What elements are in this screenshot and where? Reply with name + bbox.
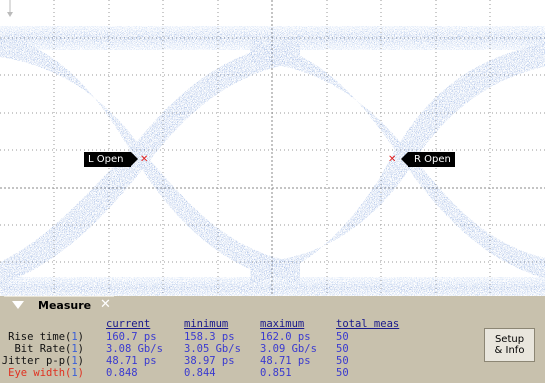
column-header-maximum: maximum: [260, 318, 305, 330]
left-open-marker[interactable]: L Open: [84, 152, 140, 167]
measure-tab[interactable]: Measure ✕: [4, 296, 114, 313]
column-header-total-meas: total meas: [336, 318, 400, 330]
rise-time-current: 160.7 ps: [106, 331, 157, 343]
jitter-pp-total: 50: [336, 355, 349, 367]
setup-info-button[interactable]: Setup & Info: [484, 328, 535, 362]
measurement-label-rise-time[interactable]: Rise time(1): [8, 331, 84, 343]
rise-time-total: 50: [336, 331, 349, 343]
right-open-marker[interactable]: R Open: [401, 152, 455, 167]
column-header-minimum: minimum: [184, 318, 229, 330]
eye-width-current: 0.848: [106, 367, 138, 379]
measurement-label-eye-width[interactable]: Eye width(1): [8, 367, 84, 379]
eye-traces: [0, 26, 545, 299]
eye-width-total: 50: [336, 367, 349, 379]
measure-panel: Measure ✕ current minimum maximum total …: [0, 296, 545, 383]
measure-title: Measure: [38, 299, 92, 312]
bit-rate-total: 50: [336, 343, 349, 355]
eye-diagram-canvas: [0, 0, 545, 303]
collapse-triangle-icon[interactable]: [12, 301, 24, 309]
left-crossing-point-icon: ✕: [140, 154, 149, 165]
eye-width-maximum: 0.851: [260, 367, 292, 379]
column-header-current: current: [106, 318, 151, 330]
jitter-pp-maximum: 48.71 ps: [260, 355, 311, 367]
rise-time-minimum: 158.3 ps: [184, 331, 235, 343]
measurement-label-bit-rate[interactable]: Bit Rate(1): [14, 343, 84, 355]
eye-width-minimum: 0.844: [184, 367, 216, 379]
right-crossing-point-icon: ✕: [388, 154, 397, 165]
bit-rate-maximum: 3.09 Gb/s: [260, 343, 317, 355]
bit-rate-current: 3.08 Gb/s: [106, 343, 163, 355]
rise-time-maximum: 162.0 ps: [260, 331, 311, 343]
eye-diagram-display[interactable]: L Open ✕ R Open ✕: [0, 0, 545, 303]
jitter-pp-current: 48.71 ps: [106, 355, 157, 367]
close-icon[interactable]: ✕: [100, 297, 111, 312]
measurement-label-jitter-pp[interactable]: Jitter p-p(1): [1, 355, 84, 367]
jitter-pp-minimum: 38.97 ps: [184, 355, 235, 367]
bit-rate-minimum: 3.05 Gb/s: [184, 343, 241, 355]
